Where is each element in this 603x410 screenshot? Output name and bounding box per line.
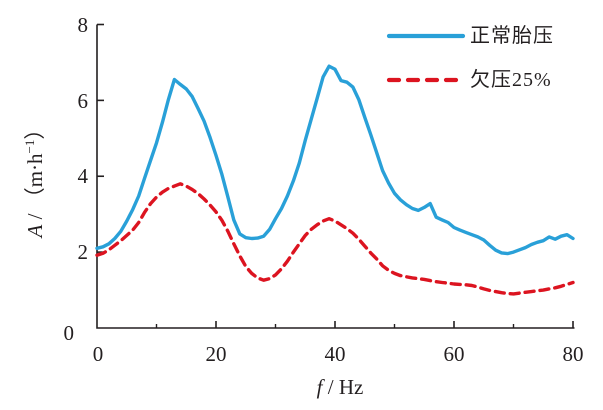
x-tick-label-0: 0 [92, 342, 104, 366]
curve-normal-tire-pressure [95, 64, 575, 256]
y-tick-label-4: 4 [77, 164, 89, 188]
x-axis-variable: f [316, 375, 323, 399]
x-tick-label-20: 20 [205, 342, 227, 366]
y-axis-unit-prefix: / （m·h [23, 153, 47, 225]
y-tick-label-8: 8 [77, 13, 89, 37]
curve-under-pressure-25 [95, 182, 575, 296]
y-axis-variable: A [23, 224, 47, 238]
y-tick-label-0: 0 [63, 321, 75, 345]
x-axis-unit: / Hz [322, 375, 364, 399]
y-axis-title: A / （m·h−1） [17, 58, 47, 298]
legend-label-under-pressure-25: 欠压25% [470, 69, 552, 91]
x-tick-label-40: 40 [324, 342, 346, 366]
y-axis-unit-suffix: ） [23, 118, 47, 140]
x-tick-label-80: 80 [562, 342, 584, 366]
y-axis-unit-exponent: −1 [22, 139, 37, 154]
y-tick-label-6: 6 [77, 89, 89, 113]
x-tick-label-60: 60 [443, 342, 465, 366]
y-tick-label-2: 2 [77, 240, 89, 264]
legend-label-normal-tire-pressure: 正常胎压 [470, 25, 554, 47]
axis-spines [96, 24, 575, 329]
x-axis-title: f / Hz [270, 374, 410, 400]
